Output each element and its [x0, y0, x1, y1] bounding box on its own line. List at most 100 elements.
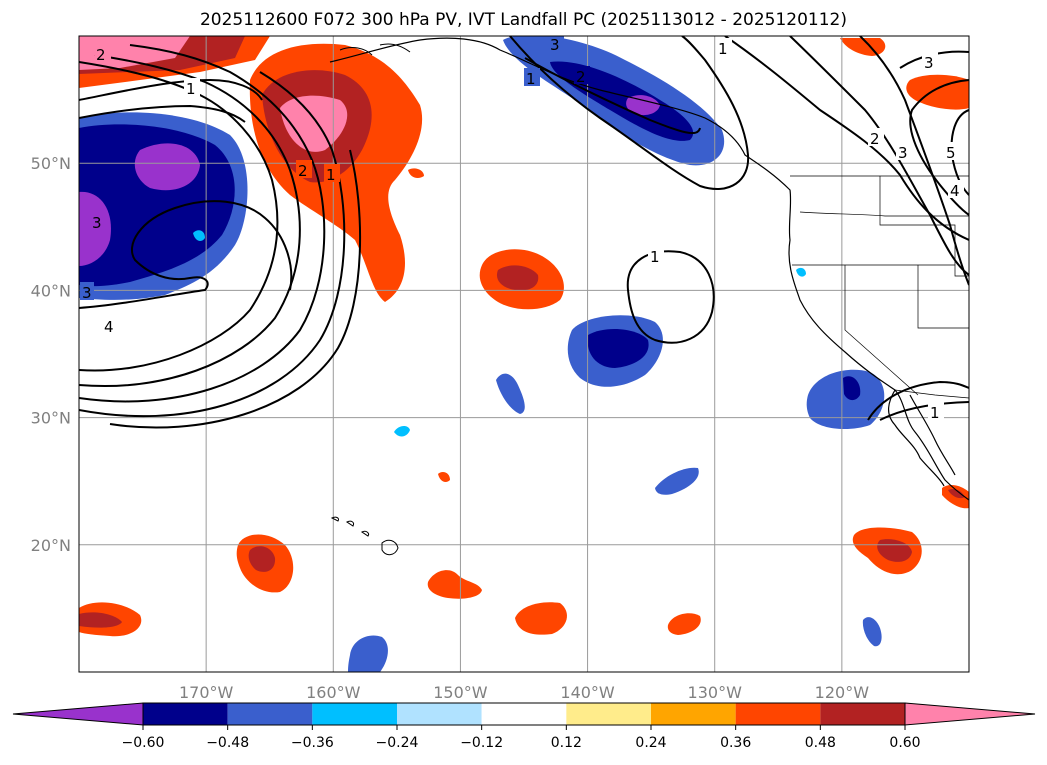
- colorbar-tick-label: 0.60: [889, 735, 920, 751]
- pv-fill-layer: [79, 36, 969, 672]
- contour-label-1-bc: 1: [526, 70, 536, 88]
- x-tick-label: 140°W: [560, 683, 615, 702]
- colorbar: −0.60 −0.48 −0.36 −0.24 −0.12 0.12 0.24 0.36 0.4…: [12, 702, 1036, 751]
- state-borders: [790, 175, 969, 399]
- contour-east-1: [724, 36, 969, 241]
- x-tick-labels: 170°W 160°W 150°W 140°W 130°W 120°W: [179, 683, 869, 702]
- colorbar-tick-label: 0.36: [720, 735, 751, 751]
- y-tick-label: 20°N: [31, 536, 71, 555]
- island-hawaii-2: [361, 530, 369, 537]
- contour-label-3-bc: 3: [550, 36, 560, 54]
- colorbar-segment: [735, 703, 821, 725]
- x-tick-label: 160°W: [306, 683, 361, 702]
- anomaly-small-negative-6: [796, 267, 806, 277]
- colorbar-tick-label: −0.24: [376, 735, 419, 751]
- colorbar-segment: [143, 703, 228, 725]
- anomaly-small-positive-3: [667, 613, 701, 635]
- contour-label-1-east: 1: [718, 40, 728, 58]
- island-hawaii-1: [381, 539, 399, 556]
- contour-low-inner: [79, 200, 293, 309]
- colorbar-outline: [142, 702, 906, 726]
- contours: [79, 36, 969, 429]
- anomaly-small-negative-1: [496, 373, 525, 414]
- contour-label-1-alaska: 1: [326, 166, 336, 184]
- border-wa-or: [799, 211, 969, 217]
- x-tick-label: 150°W: [433, 683, 488, 702]
- contour-labels: 2 1 2 1 3 3 4 3 1 2 1 1 3 2: [80, 36, 964, 422]
- contour-label-1-mid: 1: [650, 248, 660, 266]
- colorbar-extend-low: [12, 702, 144, 726]
- anomaly-gulf-of-alaska-peak: [280, 95, 348, 152]
- contour-baja: [867, 380, 969, 421]
- y-tick-label: 30°N: [31, 409, 71, 428]
- colorbar-tick-label: −0.36: [291, 735, 334, 751]
- contour-east-5: [909, 79, 969, 216]
- contour-label-5-east: 5: [946, 144, 956, 162]
- colorbar-segment: [312, 703, 397, 725]
- island-hawaii-3: [346, 520, 354, 527]
- anomaly-small-positive-1: [427, 570, 482, 599]
- x-tick-label: 170°W: [179, 683, 234, 702]
- border-us-mexico: [894, 389, 969, 399]
- x-tick-label: 120°W: [815, 683, 870, 702]
- colorbar-tick-label: −0.12: [460, 735, 503, 751]
- contour-low-4: [79, 71, 346, 418]
- island-hawaii-4: [330, 516, 339, 522]
- anomaly-small-negative-4: [862, 617, 882, 647]
- colorbar-tick-label: −0.60: [122, 735, 165, 751]
- anomaly-dateline-peak-2: [134, 143, 200, 191]
- y-tick-label: 50°N: [31, 154, 71, 173]
- anomaly-mexico-east-core: [948, 488, 965, 499]
- colorbar-segment: [566, 703, 651, 725]
- contour-label-2-nw: 2: [96, 46, 106, 64]
- contour-label-2-east: 2: [870, 130, 880, 148]
- islands: [330, 43, 411, 556]
- colorbar-segment: [820, 703, 905, 725]
- anomaly-small-positive-2: [515, 602, 567, 635]
- y-tick-label: 40°N: [31, 281, 71, 300]
- colorbar-tick-label: 0.24: [635, 735, 666, 751]
- anomaly-baja: [806, 369, 885, 430]
- colorbar-segment: [651, 703, 736, 725]
- anomaly-bc-coast-peak: [626, 95, 660, 116]
- contour-baja-2: [879, 401, 969, 421]
- anomaly-northeast-pacific-core: [496, 265, 539, 291]
- contour-bc-2: [524, 57, 701, 135]
- anomaly-small-positive-4: [840, 38, 886, 56]
- contour-label-4-east: 4: [950, 182, 960, 200]
- anomaly-baja-core: [843, 376, 861, 401]
- anomaly-central-pacific-core: [587, 328, 649, 368]
- contour-label-1-baja: 1: [930, 404, 940, 422]
- contour-mid-ring: [626, 250, 715, 344]
- island-alaska: [339, 43, 411, 56]
- contour-low-2: [79, 54, 301, 387]
- contour-east-2: [789, 36, 969, 276]
- y-tick-labels: 20°N 30°N 40°N 50°N: [31, 154, 71, 555]
- contour-low-3: [79, 44, 326, 403]
- anomaly-small-positive-6: [408, 168, 424, 178]
- gridlines: [79, 36, 969, 672]
- anomaly-small-negative-7: [193, 230, 205, 241]
- contour-label-3-east-b: 3: [898, 144, 908, 162]
- contour-label-2-alaska: 2: [298, 162, 308, 180]
- anomaly-small-negative-2: [655, 467, 699, 495]
- anomaly-far-southwest-core: [79, 612, 122, 628]
- border-id: [879, 176, 969, 277]
- colorbar-tick-label: 0.48: [805, 735, 836, 751]
- colorbar-extend-high: [904, 702, 1036, 726]
- anomaly-small-negative-5: [394, 426, 410, 437]
- contour-label-4-low: 4: [104, 318, 114, 336]
- map-frame: [78, 35, 970, 673]
- contour-low-5: [109, 149, 362, 429]
- x-tick-label: 130°W: [688, 683, 743, 702]
- chart-title: 2025112600 F072 300 hPa PV, IVT Landfall…: [199, 10, 847, 30]
- colorbar-tick-label: −0.48: [206, 735, 249, 751]
- contour-label-3-dateline: 3: [92, 214, 102, 232]
- colorbar-tick-label: 0.12: [551, 735, 582, 751]
- colorbar-segment: [481, 703, 567, 725]
- contour-label-2-bc: 2: [576, 68, 586, 86]
- coastline-baja: [888, 389, 945, 487]
- contour-label-1-nw: 1: [186, 80, 196, 98]
- border-ca-nv: [844, 265, 919, 396]
- contour-label-3-east: 3: [924, 54, 934, 72]
